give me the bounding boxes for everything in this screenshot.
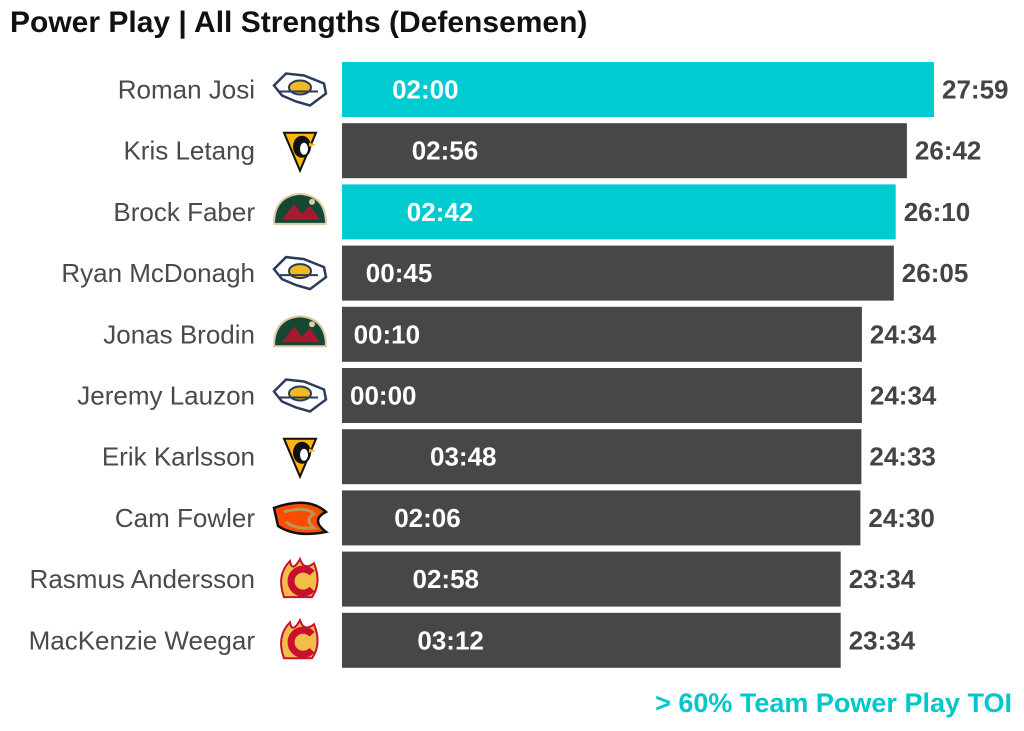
total-toi-bar <box>342 184 896 240</box>
total-toi-label: 26:42 <box>915 136 982 166</box>
total-toi-label: 24:34 <box>870 381 937 411</box>
pp-toi-label: 00:10 <box>354 319 421 349</box>
total-toi-bar <box>342 612 841 668</box>
predators-logo-icon <box>272 255 328 291</box>
player-name-label: Roman Josi <box>118 75 255 105</box>
pp-toi-label: 02:56 <box>412 136 479 166</box>
total-toi-label: 24:30 <box>868 503 935 533</box>
player-name-label: Erik Karlsson <box>102 442 255 472</box>
total-toi-label: 24:33 <box>869 442 936 472</box>
pp-toi-label: 03:12 <box>417 625 484 655</box>
total-toi-bar <box>342 429 862 485</box>
penguins-logo-icon <box>282 131 318 174</box>
total-toi-label: 27:59 <box>942 75 1009 105</box>
wild-logo-icon <box>272 192 328 225</box>
total-toi-bar <box>342 245 894 301</box>
legend-note: > 60% Team Power Play TOI <box>655 688 1012 718</box>
total-toi-bar <box>342 123 907 179</box>
total-toi-bar <box>342 368 862 423</box>
player-name-label: MacKenzie Weegar <box>29 625 256 655</box>
pp-toi-label: 00:00 <box>350 381 417 411</box>
chart-title: Power Play | All Strengths (Defensemen) <box>10 6 588 39</box>
total-toi-label: 26:10 <box>904 197 971 227</box>
player-name-label: Jeremy Lauzon <box>77 381 255 411</box>
total-toi-label: 26:05 <box>902 258 969 288</box>
total-toi-bar <box>342 62 934 117</box>
predators-logo-icon <box>272 378 328 413</box>
ducks-logo-icon <box>272 501 329 536</box>
player-name-label: Ryan McDonagh <box>61 258 255 288</box>
player-name-label: Brock Faber <box>113 197 255 227</box>
wild-logo-icon <box>272 315 328 348</box>
pp-toi-label: 02:06 <box>394 503 461 533</box>
flames-logo-icon <box>280 556 319 599</box>
player-name-label: Rasmus Andersson <box>30 564 255 594</box>
player-name-label: Jonas Brodin <box>103 319 255 349</box>
total-toi-label: 23:34 <box>849 564 916 594</box>
pp-toi-label: 02:42 <box>407 197 474 227</box>
pp-toi-label: 02:58 <box>413 564 480 594</box>
player-name-label: Cam Fowler <box>115 503 255 533</box>
total-toi-bar <box>342 551 841 607</box>
pp-toi-label: 02:00 <box>392 75 459 105</box>
pp-toi-label: 00:45 <box>366 258 433 288</box>
total-toi-bar <box>342 490 861 546</box>
total-toi-bar <box>342 306 862 362</box>
player-name-label: Kris Letang <box>123 136 255 166</box>
predators-logo-icon <box>272 72 328 107</box>
pp-toi-label: 03:48 <box>430 442 497 472</box>
penguins-logo-icon <box>282 437 318 480</box>
flames-logo-icon <box>280 617 319 660</box>
total-toi-label: 24:34 <box>870 319 937 349</box>
total-toi-label: 23:34 <box>849 625 916 655</box>
